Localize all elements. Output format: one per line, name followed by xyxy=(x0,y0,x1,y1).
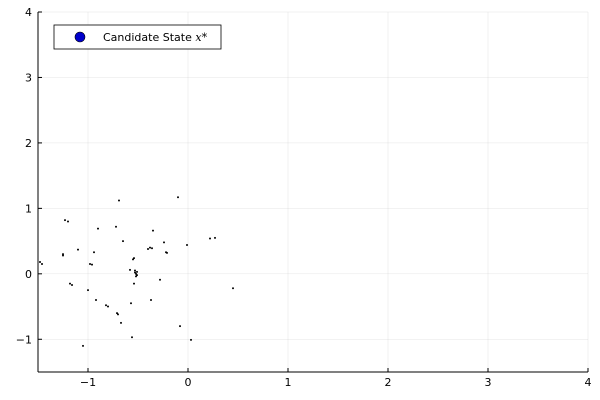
data-point-0-36 xyxy=(147,247,149,250)
legend: Candidate State x* xyxy=(53,24,222,50)
data-point-0-28 xyxy=(133,257,135,260)
data-point-0-46 xyxy=(179,325,181,328)
legend-marker xyxy=(74,31,86,43)
data-points xyxy=(39,196,234,347)
data-point-0-0 xyxy=(39,261,41,264)
data-point-0-1 xyxy=(41,263,43,265)
data-point-0-7 xyxy=(71,283,73,286)
data-point-0-10 xyxy=(87,289,89,292)
data-point-0-6 xyxy=(69,282,71,285)
data-point-0-34 xyxy=(134,269,136,272)
data-point-0-11 xyxy=(89,263,91,265)
y-tick-label-5: 4 xyxy=(25,6,32,19)
x-tick-label-2: 1 xyxy=(285,376,292,389)
data-point-0-21 xyxy=(118,199,120,202)
y-tick-label-2: 1 xyxy=(25,202,32,215)
x-tick-label-5: 4 xyxy=(585,376,592,389)
data-point-0-29 xyxy=(133,282,135,285)
data-point-0-9 xyxy=(82,344,84,347)
data-point-0-50 xyxy=(214,236,216,239)
data-point-0-35 xyxy=(136,270,138,273)
data-point-0-37 xyxy=(149,246,151,249)
data-point-0-25 xyxy=(130,302,132,305)
y-tick-label-3: 2 xyxy=(25,137,32,150)
data-point-0-39 xyxy=(150,299,152,301)
x-axis-ticks: −1 0 1 2 3 4 xyxy=(80,368,592,389)
data-point-0-20 xyxy=(115,225,117,228)
data-point-0-3 xyxy=(62,253,64,256)
data-point-0-40 xyxy=(152,229,154,232)
data-point-0-33 xyxy=(135,275,137,278)
data-point-0-13 xyxy=(93,251,95,254)
data-point-0-47 xyxy=(186,244,188,247)
data-point-0-49 xyxy=(209,237,211,240)
legend-math-symbol: x* xyxy=(195,31,207,44)
data-point-0-23 xyxy=(122,240,124,243)
data-point-0-48 xyxy=(190,338,192,341)
data-point-0-14 xyxy=(95,299,97,301)
legend-label: Candidate State x* xyxy=(103,31,208,44)
data-point-0-12 xyxy=(91,263,93,266)
data-point-0-44 xyxy=(166,251,168,254)
data-point-0-41 xyxy=(159,278,161,281)
data-point-0-26 xyxy=(131,336,133,339)
data-point-0-4 xyxy=(64,219,66,222)
grid xyxy=(38,11,589,372)
y-tick-label-4: 3 xyxy=(25,71,32,84)
data-point-0-51 xyxy=(232,287,234,290)
data-point-0-38 xyxy=(151,247,153,250)
data-point-0-16 xyxy=(105,304,107,307)
y-axis-ticks: −1 0 1 2 3 4 xyxy=(16,6,42,346)
data-point-0-17 xyxy=(107,305,109,308)
data-point-0-15 xyxy=(97,227,99,230)
data-point-0-5 xyxy=(67,220,69,223)
y-tick-label-1: 0 xyxy=(25,268,32,281)
x-tick-label-3: 2 xyxy=(385,376,392,389)
data-point-0-45 xyxy=(177,196,179,199)
data-point-0-42 xyxy=(163,241,165,244)
data-point-0-19 xyxy=(117,313,119,316)
data-point-0-8 xyxy=(77,248,79,251)
axes xyxy=(37,12,588,373)
data-point-0-22 xyxy=(120,321,122,324)
data-point-0-24 xyxy=(129,268,131,271)
x-tick-label-4: 3 xyxy=(485,376,492,389)
x-tick-label-0: −1 xyxy=(80,376,96,389)
y-tick-label-0: −1 xyxy=(16,333,32,346)
x-tick-label-1: 0 xyxy=(185,376,192,389)
